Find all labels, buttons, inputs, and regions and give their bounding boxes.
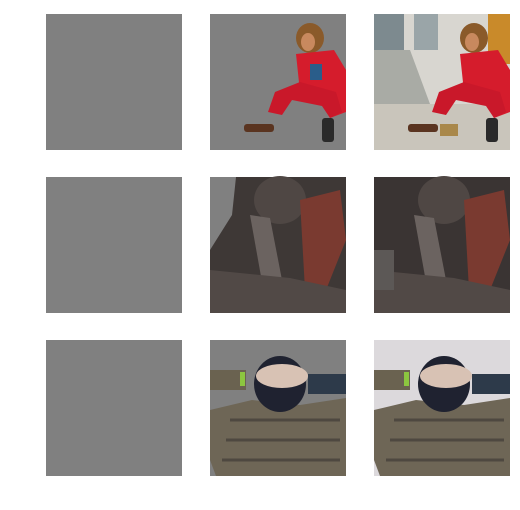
jacket [210, 398, 346, 476]
stairs [374, 50, 430, 104]
person-photo [374, 340, 510, 476]
hands [414, 215, 446, 282]
blank-image [46, 177, 182, 313]
arms [210, 270, 346, 313]
head [254, 176, 306, 224]
cuff [240, 372, 245, 386]
trousers [268, 82, 342, 118]
blank-image [46, 340, 182, 476]
cuff [404, 372, 409, 386]
face [465, 33, 479, 51]
shoe [486, 118, 498, 142]
window [414, 14, 438, 50]
man-cutout [210, 176, 346, 313]
man-photo [374, 176, 510, 313]
jacket-folds [386, 418, 504, 462]
hands [256, 364, 308, 388]
arm [210, 370, 246, 390]
rock [374, 250, 394, 290]
person-cutout [210, 340, 346, 476]
shoe [322, 118, 334, 142]
shoe [408, 124, 438, 132]
hands [250, 215, 282, 282]
scarf [464, 190, 510, 300]
plant-pot [440, 124, 458, 136]
trousers [432, 82, 506, 118]
woman-cutout [210, 14, 346, 150]
head [418, 176, 470, 224]
arms [374, 270, 510, 313]
window [374, 14, 404, 50]
top [310, 64, 322, 80]
jacket [374, 398, 510, 476]
scarf [300, 190, 346, 300]
hands [420, 364, 472, 388]
arm [472, 374, 510, 394]
shoe [244, 124, 274, 132]
arm [308, 374, 346, 394]
face [301, 33, 315, 51]
jacket-folds [222, 418, 340, 462]
blank-image [46, 14, 182, 150]
woman-photo [374, 14, 510, 150]
arm [374, 370, 410, 390]
